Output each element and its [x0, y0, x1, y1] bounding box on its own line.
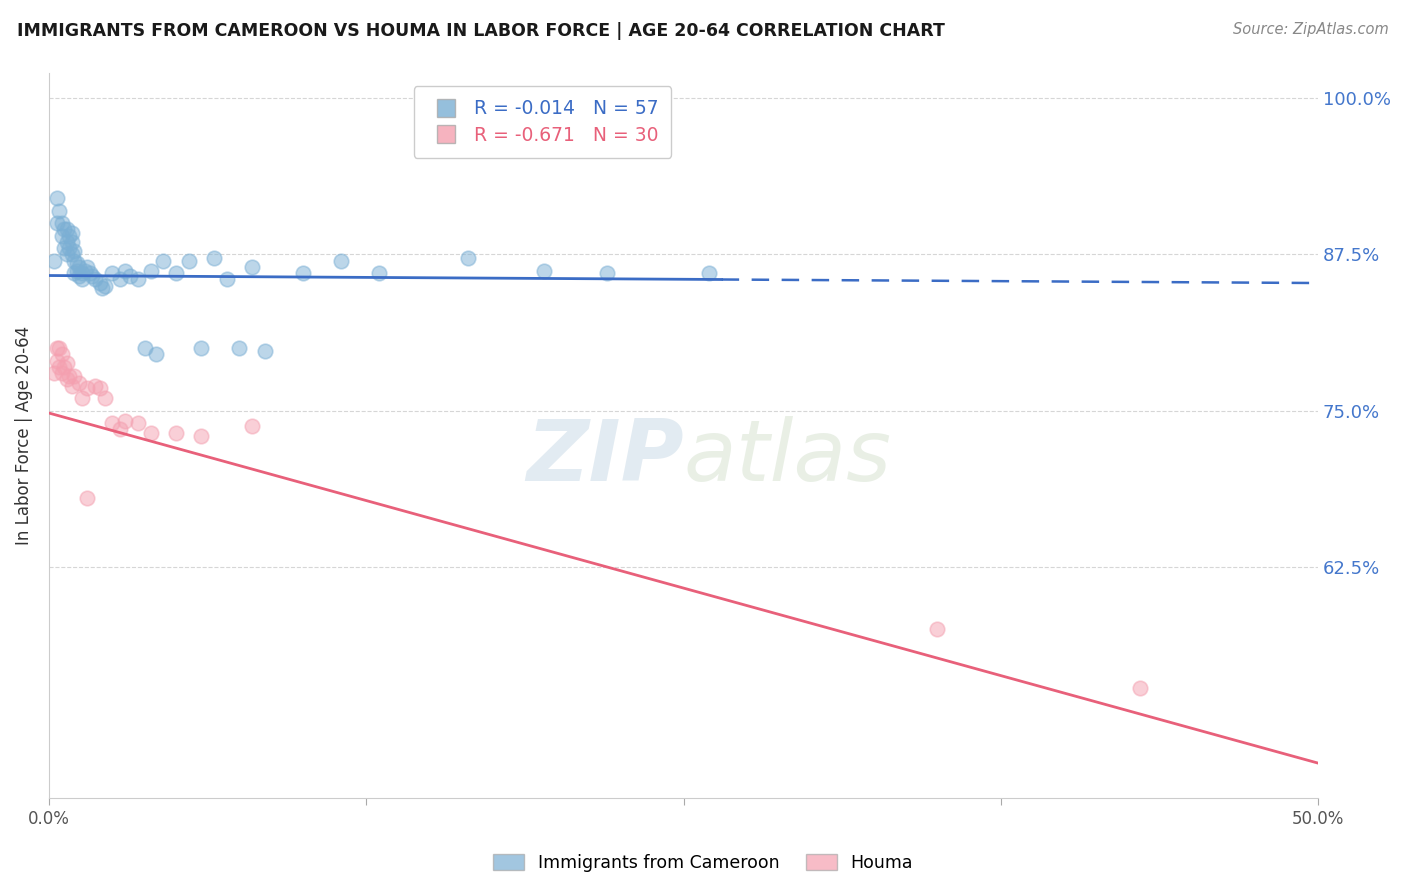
Point	[329, 253, 352, 268]
Point	[215, 272, 238, 286]
Point	[45, 341, 67, 355]
Point	[240, 418, 263, 433]
Point	[63, 253, 86, 268]
Point	[55, 372, 77, 386]
Point	[94, 278, 117, 293]
Point	[165, 425, 187, 440]
Legend: R = -0.014   N = 57, R = -0.671   N = 30: R = -0.014 N = 57, R = -0.671 N = 30	[413, 86, 672, 158]
Point	[190, 428, 212, 442]
Point	[53, 222, 76, 236]
Point	[51, 347, 73, 361]
Point	[82, 268, 104, 283]
Point	[127, 416, 149, 430]
Point	[53, 359, 76, 374]
Point	[253, 343, 276, 358]
Text: atlas: atlas	[683, 416, 891, 499]
Point	[190, 341, 212, 355]
Point	[73, 263, 96, 277]
Point	[58, 241, 80, 255]
Point	[42, 253, 65, 268]
Point	[55, 222, 77, 236]
Point	[1129, 681, 1152, 695]
Point	[48, 203, 70, 218]
Point	[596, 266, 619, 280]
Point	[139, 263, 162, 277]
Point	[58, 368, 80, 383]
Point	[53, 241, 76, 255]
Point	[89, 381, 111, 395]
Point	[70, 266, 93, 280]
Point	[48, 359, 70, 374]
Point	[67, 260, 90, 274]
Point	[60, 247, 83, 261]
Point	[177, 253, 200, 268]
Point	[42, 366, 65, 380]
Point	[127, 272, 149, 286]
Point	[70, 272, 93, 286]
Point	[55, 235, 77, 249]
Point	[120, 268, 142, 283]
Point	[60, 235, 83, 249]
Point	[240, 260, 263, 274]
Point	[51, 228, 73, 243]
Point	[291, 266, 314, 280]
Point	[45, 191, 67, 205]
Point	[45, 216, 67, 230]
Point	[66, 263, 89, 277]
Point	[533, 263, 555, 277]
Point	[76, 260, 98, 274]
Point	[139, 425, 162, 440]
Point	[51, 366, 73, 380]
Point	[63, 368, 86, 383]
Point	[67, 376, 90, 390]
Point	[202, 251, 225, 265]
Text: ZIP: ZIP	[526, 416, 683, 499]
Point	[67, 268, 90, 283]
Point	[51, 216, 73, 230]
Point	[114, 413, 136, 427]
Point	[79, 266, 101, 280]
Y-axis label: In Labor Force | Age 20-64: In Labor Force | Age 20-64	[15, 326, 32, 545]
Point	[697, 266, 720, 280]
Point	[70, 391, 93, 405]
Point	[368, 266, 391, 280]
Point	[48, 341, 70, 355]
Point	[108, 272, 131, 286]
Point	[91, 281, 114, 295]
Point	[63, 244, 86, 258]
Point	[457, 251, 479, 265]
Point	[55, 247, 77, 261]
Point	[927, 623, 949, 637]
Point	[83, 272, 105, 286]
Point	[114, 263, 136, 277]
Point	[89, 276, 111, 290]
Point	[45, 353, 67, 368]
Point	[101, 266, 124, 280]
Point	[94, 391, 117, 405]
Point	[83, 378, 105, 392]
Point	[60, 226, 83, 240]
Point	[58, 228, 80, 243]
Point	[108, 422, 131, 436]
Point	[101, 416, 124, 430]
Legend: Immigrants from Cameroon, Houma: Immigrants from Cameroon, Houma	[486, 847, 920, 879]
Point	[134, 341, 156, 355]
Point	[66, 256, 89, 270]
Point	[228, 341, 250, 355]
Text: IMMIGRANTS FROM CAMEROON VS HOUMA IN LABOR FORCE | AGE 20-64 CORRELATION CHART: IMMIGRANTS FROM CAMEROON VS HOUMA IN LAB…	[17, 22, 945, 40]
Point	[152, 253, 174, 268]
Point	[76, 381, 98, 395]
Text: Source: ZipAtlas.com: Source: ZipAtlas.com	[1233, 22, 1389, 37]
Point	[165, 266, 187, 280]
Point	[63, 266, 86, 280]
Point	[145, 347, 167, 361]
Point	[76, 491, 98, 505]
Point	[60, 378, 83, 392]
Point	[55, 356, 77, 370]
